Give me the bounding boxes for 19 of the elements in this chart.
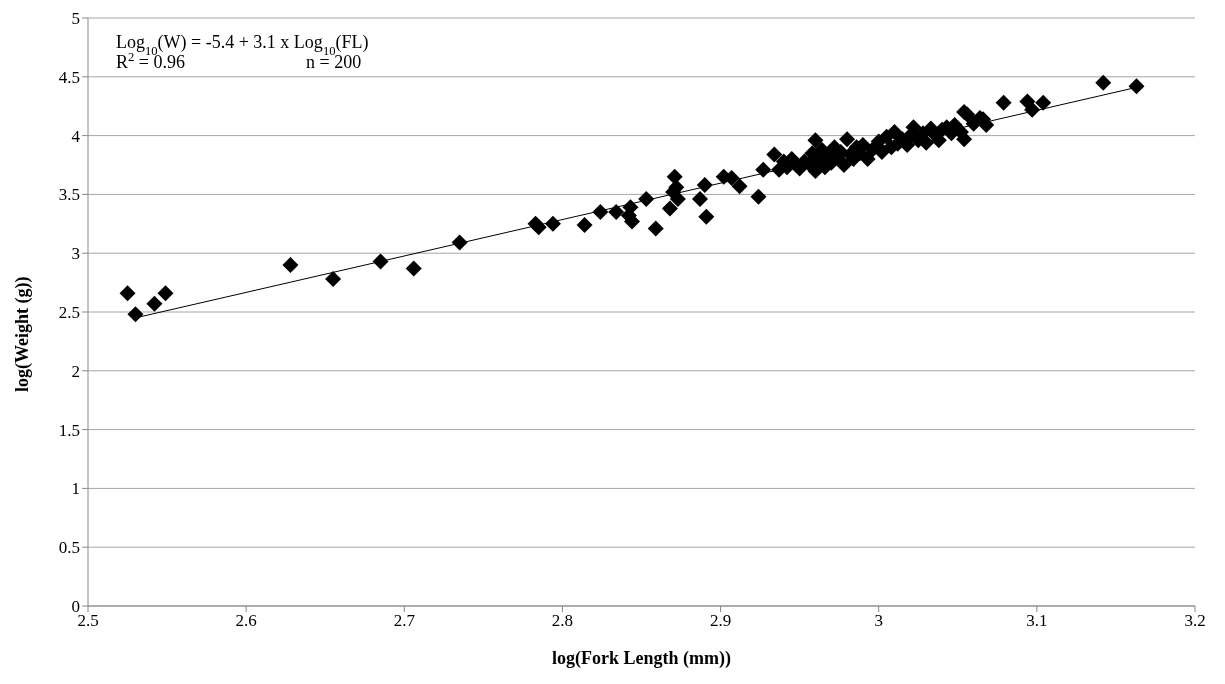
x-axis-title: log(Fork Length (mm)) <box>552 648 731 669</box>
y-tick-label: 5 <box>71 9 80 29</box>
x-tick-label: 2.6 <box>235 611 257 631</box>
x-tick-label: 2.7 <box>393 611 416 631</box>
y-axis-title: log(Weight (g)) <box>12 276 34 392</box>
y-tick-label: 4.5 <box>58 67 80 87</box>
y-tick-label: 4 <box>71 126 81 146</box>
y-tick-label: 3 <box>71 244 80 264</box>
y-tick-label: 2 <box>71 361 80 381</box>
x-tick-label: 2.9 <box>709 611 732 631</box>
y-tick-label: 0.5 <box>58 538 80 558</box>
x-tick-label: 3.2 <box>1184 611 1206 631</box>
x-tick-label: 3.1 <box>1026 611 1048 631</box>
y-tick-label: 1.5 <box>58 420 80 440</box>
x-tick-label: 2.8 <box>551 611 574 631</box>
y-tick-label: 2.5 <box>58 303 80 323</box>
y-tick-label: 1 <box>71 479 80 499</box>
x-tick-label: 3 <box>874 611 883 631</box>
y-tick-label: 3.5 <box>58 185 80 205</box>
